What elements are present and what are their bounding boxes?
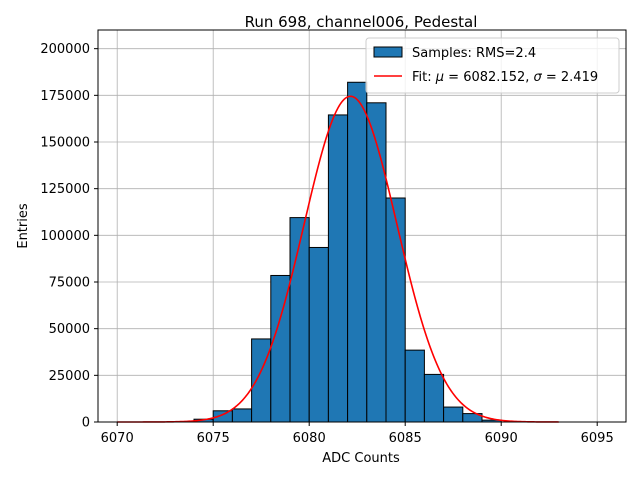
y-tick-label: 175000 <box>40 89 90 104</box>
histogram-bar <box>423 373 445 423</box>
legend-fit-prefix: Fit: <box>412 70 436 85</box>
x-tick-label: 6080 <box>293 431 326 446</box>
legend-fit-sigma-value: = 2.419 <box>542 70 598 85</box>
legend-label-samples: Samples: RMS=2.4 <box>412 46 536 61</box>
x-tick-label: 6075 <box>197 431 230 446</box>
y-tick-label: 100000 <box>40 229 90 244</box>
legend-box <box>365 37 620 94</box>
histogram-bar <box>443 406 464 423</box>
x-axis-ticks: 6070 6075 6080 6085 6090 6095 <box>101 422 614 446</box>
x-tick-label: 6085 <box>389 431 422 446</box>
y-tick-label: 25000 <box>49 369 90 384</box>
y-tick-label: 150000 <box>40 136 90 151</box>
histogram-bar <box>404 349 425 423</box>
x-tick-label: 6070 <box>101 431 134 446</box>
histogram-bar <box>385 197 406 423</box>
histogram-bar <box>270 274 291 423</box>
histogram-bars <box>193 81 502 423</box>
x-tick-label: 6095 <box>581 431 614 446</box>
legend-label-fit: Fit: μ = 6082.152, σ = 2.419 <box>412 70 598 85</box>
legend-fit-mu: μ <box>435 70 444 85</box>
histogram-bar <box>308 246 329 423</box>
y-tick-label: 125000 <box>40 182 90 197</box>
fit-curve <box>117 95 559 423</box>
legend-fit-sigma: σ <box>534 70 543 85</box>
histogram-bar <box>251 338 272 423</box>
y-tick-label: 0 <box>82 416 90 431</box>
x-axis-title: ADC Counts <box>322 451 400 466</box>
y-axis-ticks: 0 25000 50000 75000 100000 125000 150000 175000… <box>40 42 98 431</box>
histogram-bar <box>347 81 368 423</box>
fit-curve-layer <box>117 95 559 423</box>
chart-title: Run 698, channel006, Pedestal <box>245 13 478 31</box>
legend-fit-mu-value: = 6082.152, <box>444 70 533 85</box>
y-tick-label: 50000 <box>49 322 90 337</box>
plot-frame <box>97 29 627 423</box>
y-tick-label: 200000 <box>40 42 90 57</box>
legend: Samples: RMS=2.4 Fit: μ = 6082.152, σ = … <box>365 37 620 94</box>
histogram-bar <box>366 102 387 423</box>
histogram-bar <box>289 217 310 423</box>
y-axis-title: Entries <box>16 203 31 249</box>
histogram-bar <box>231 408 253 423</box>
histogram-bar <box>327 114 349 423</box>
x-tick-label: 6090 <box>485 431 518 446</box>
y-tick-label: 75000 <box>49 276 90 291</box>
legend-swatch-samples <box>373 46 403 58</box>
